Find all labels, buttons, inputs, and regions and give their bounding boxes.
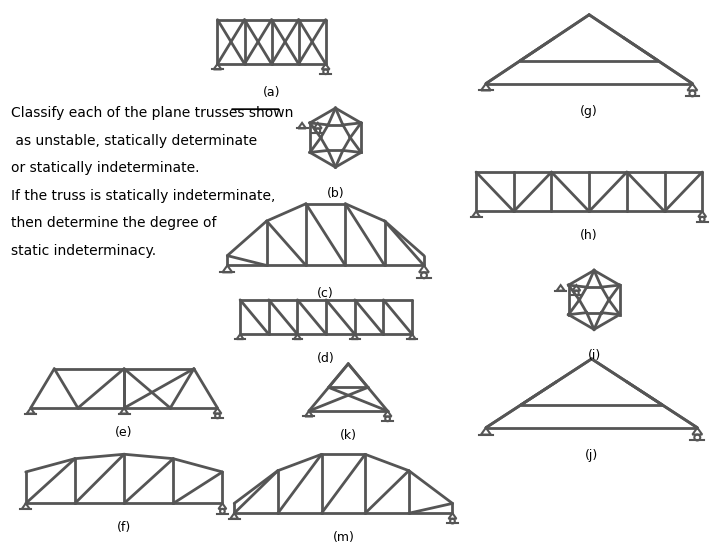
Text: (c): (c)	[317, 287, 334, 300]
Text: (e): (e)	[116, 426, 133, 439]
Text: (d): (d)	[317, 352, 335, 365]
Text: as unstable, statically determinate: as unstable, statically determinate	[11, 134, 257, 148]
Text: (g): (g)	[580, 105, 598, 118]
Text: (j): (j)	[585, 449, 598, 462]
Text: then determine the degree of: then determine the degree of	[11, 216, 217, 231]
Text: static indeterminacy.: static indeterminacy.	[11, 244, 156, 258]
Text: (k): (k)	[340, 429, 357, 441]
Text: (m): (m)	[332, 531, 354, 544]
Text: or statically indeterminate.: or statically indeterminate.	[11, 161, 199, 175]
Text: (f): (f)	[117, 521, 131, 534]
Text: (b): (b)	[326, 187, 345, 200]
Text: (a): (a)	[263, 86, 281, 99]
Text: Classify each of the plane trusses shown: Classify each of the plane trusses shown	[11, 106, 294, 120]
Text: (h): (h)	[580, 229, 598, 242]
Text: If the truss is statically indeterminate,: If the truss is statically indeterminate…	[11, 189, 276, 203]
Text: (i): (i)	[587, 349, 601, 362]
